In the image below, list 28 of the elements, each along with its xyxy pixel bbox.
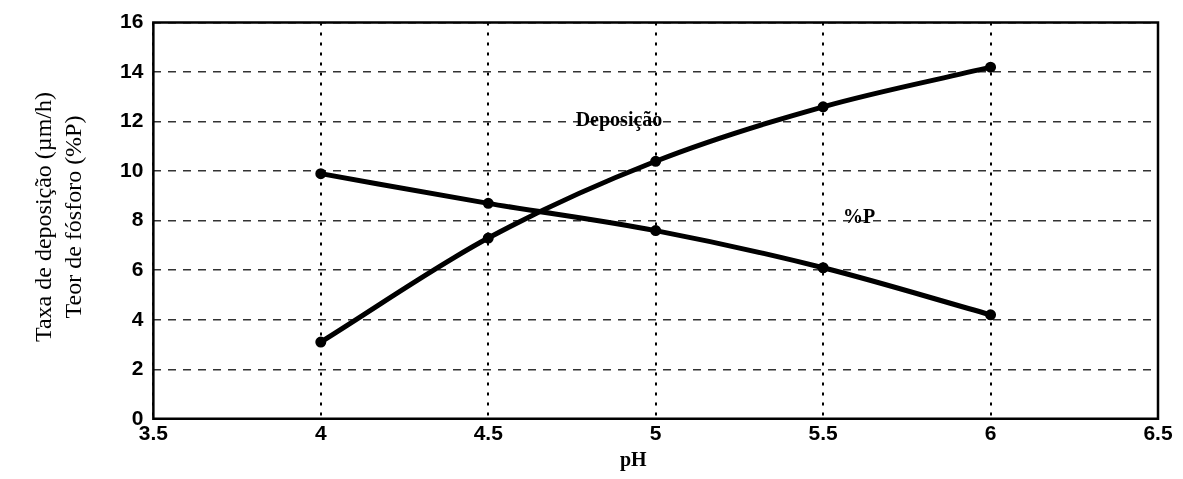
y-tick-label: 16 [120,9,144,33]
point [817,101,829,113]
y-tick-label: 8 [131,207,144,231]
point [985,309,997,321]
x-axis-title: pH [620,448,647,471]
y-tick-label: 14 [120,58,144,82]
y-tick-label: 4 [131,306,144,330]
x-tick-label: 4 [314,421,327,445]
x-tick-label: 6.5 [1143,421,1173,445]
x-tick-label: 5 [649,421,662,445]
point [817,262,829,274]
text: %P [843,204,876,227]
point [650,155,662,167]
point [315,336,327,348]
point [482,197,494,209]
y-tick-label: 10 [120,157,144,181]
x-tick-label: 5.5 [808,421,839,445]
point [985,61,997,73]
y-axis-title: Taxa de deposição (µm/h) Teor de fósforo (%P) [29,91,87,343]
series-label: Deposição [575,108,663,132]
y-tick-label: 12 [120,108,144,132]
point [650,225,662,237]
y-tick-label: 6 [131,257,144,281]
y-tick-label: 2 [131,356,144,380]
x-tick-label: 4.5 [473,421,504,445]
point [315,168,327,180]
point [482,232,494,244]
x-tick-label: 6 [984,421,997,445]
